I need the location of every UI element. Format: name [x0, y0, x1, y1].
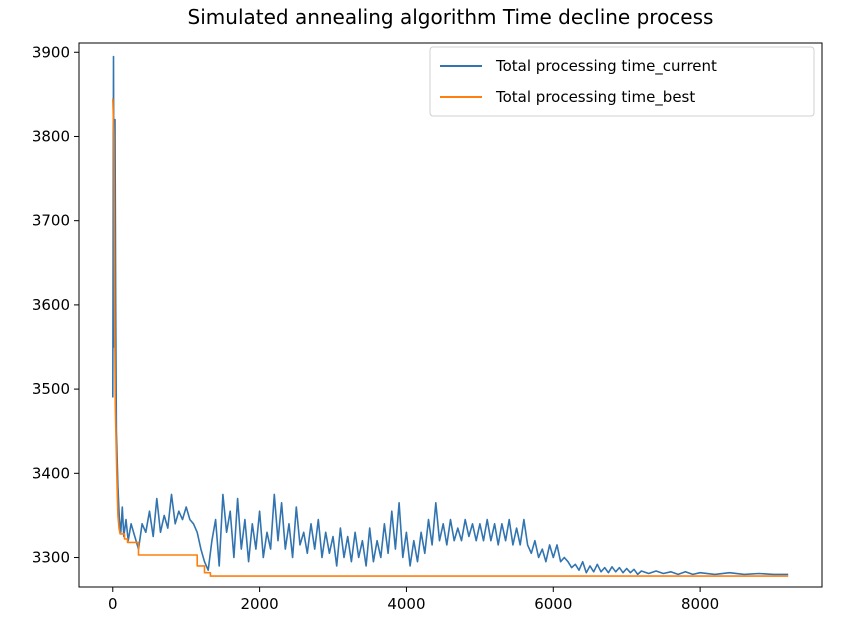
x-tick-label: 4000: [387, 595, 425, 613]
y-tick-label: 3800: [32, 127, 70, 145]
series-line-current: [112, 55, 789, 576]
chart-title: Simulated annealing algorithm Time decli…: [188, 5, 714, 29]
legend-label-current: Total processing time_current: [495, 57, 717, 76]
y-tick-label: 3600: [32, 296, 70, 314]
legend-label-best: Total processing time_best: [495, 88, 695, 107]
x-tick-label: 2000: [241, 595, 279, 613]
axis-ticks: 0 2000 4000 6000 8000 3300 3400 3500 3600 3700 380…: [32, 43, 719, 613]
x-tick-label: 8000: [681, 595, 719, 613]
y-tick-label: 3300: [32, 549, 70, 567]
y-tick-label: 3400: [32, 464, 70, 482]
plot-area: [112, 55, 789, 577]
x-tick-label: 6000: [534, 595, 572, 613]
y-tick-label: 3700: [32, 212, 70, 230]
legend-box: [429, 46, 815, 117]
axes-frame: [78, 42, 823, 588]
series-line-best: [112, 98, 789, 577]
legend: Total processing time_current Total proce…: [429, 46, 815, 117]
y-tick-label: 3500: [32, 380, 70, 398]
x-tick-label: 0: [108, 595, 118, 613]
y-tick-label: 3900: [32, 43, 70, 61]
